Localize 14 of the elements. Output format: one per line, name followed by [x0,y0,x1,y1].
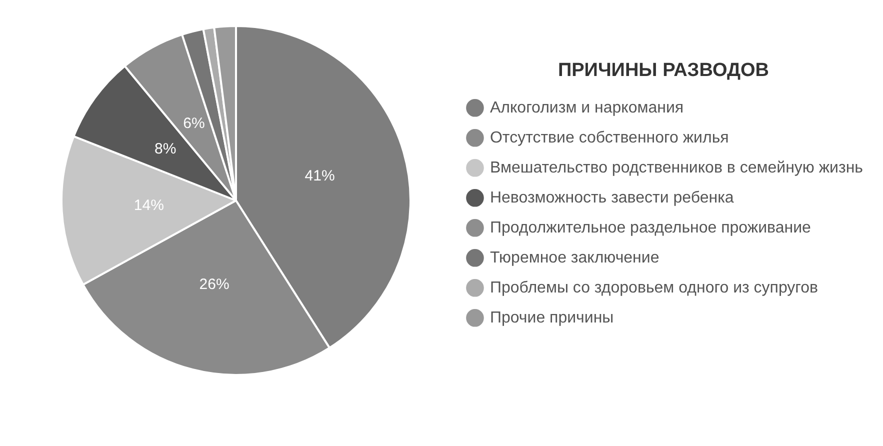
legend-label: Отсутствие собственного жилья [490,129,729,146]
data-label: 6% [183,115,205,132]
legend-label: Прочие причины [490,309,614,326]
data-label: 41% [304,167,335,184]
legend-label: Проблемы со здоровьем одного из супругов [490,279,818,296]
data-label: 14% [134,197,164,214]
data-label: 8% [154,140,176,158]
legend-label: Тюремное заключение [490,249,660,266]
legend-title: ПРИЧИНЫ РАЗВОДОВ [558,60,770,81]
legend-label: Продолжительное раздельное проживание [490,219,812,236]
legend-label: Алкоголизм и наркомания [490,99,684,116]
legend-label: Невозможность завести ребенка [490,189,734,206]
legend-label: Вмешательство родственников в семейную жизнь [490,159,864,176]
data-label: 26% [199,276,230,294]
